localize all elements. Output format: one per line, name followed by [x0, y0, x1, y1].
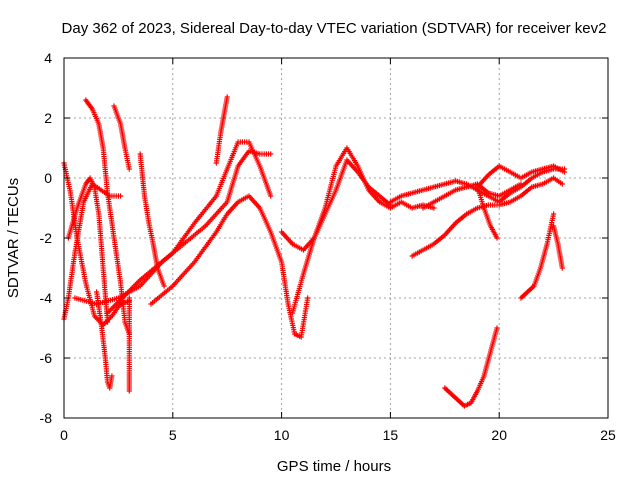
series-track-17 [409, 175, 565, 259]
y-tick-label: 0 [44, 170, 52, 186]
x-axis-ticks: 0 5 10 15 20 25 [60, 58, 616, 443]
y-axis-ticks: -8 -6 -4 -2 0 2 4 [40, 50, 608, 426]
x-axis-label: GPS time / hours [277, 458, 391, 475]
y-tick-label: -4 [40, 290, 53, 306]
y-tick-label: -2 [40, 230, 53, 246]
x-tick-label: 20 [491, 427, 507, 443]
x-tick-label: 25 [600, 427, 616, 443]
series-track-20 [518, 211, 557, 301]
series-track-22 [442, 325, 500, 409]
series-track-8 [137, 151, 167, 289]
y-axis-label: SDTVAR / TECUs [5, 178, 22, 298]
y-tick-label: -6 [40, 350, 53, 366]
series-track-14 [289, 157, 393, 316]
series-track-13 [279, 145, 437, 253]
series-track-7 [126, 295, 132, 394]
series-track-19 [474, 184, 500, 241]
y-tick-label: 4 [44, 50, 52, 66]
series-track-12 [213, 94, 230, 166]
y-tick-label: -8 [40, 410, 53, 426]
series-track-10 [104, 139, 274, 316]
y-tick-label: 2 [44, 110, 52, 126]
data-series [61, 94, 568, 409]
series-track-21 [551, 223, 565, 271]
series-track-4 [83, 97, 132, 337]
grid-lines [64, 58, 608, 418]
x-tick-label: 5 [169, 427, 177, 443]
chart-title: Day 362 of 2023, Sidereal Day-to-day VTE… [62, 20, 607, 37]
series-track-5 [111, 103, 132, 172]
series-track-11 [148, 193, 311, 340]
x-tick-label: 15 [383, 427, 399, 443]
x-tick-label: 10 [274, 427, 290, 443]
x-tick-label: 0 [60, 427, 68, 443]
